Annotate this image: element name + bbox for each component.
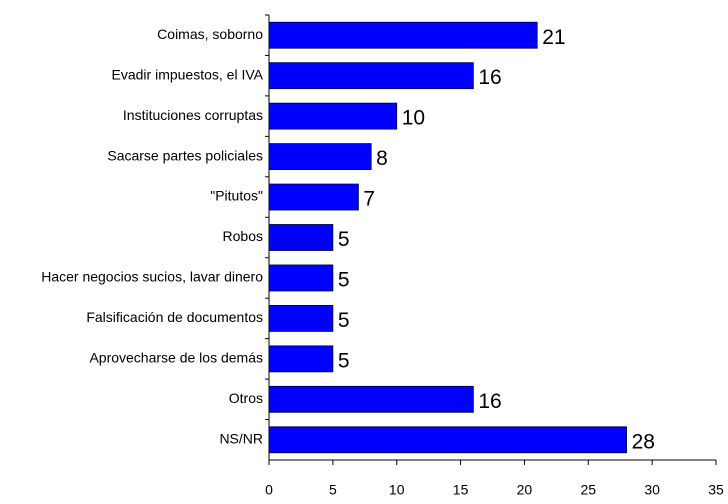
y-tick-label: Robos bbox=[223, 228, 263, 244]
value-label: 5 bbox=[338, 269, 350, 292]
value-label: 21 bbox=[542, 26, 565, 49]
bar bbox=[268, 426, 628, 454]
y-tick-label: Sacarse partes policiales bbox=[107, 147, 263, 163]
value-label: 16 bbox=[478, 66, 501, 89]
bar bbox=[268, 143, 372, 170]
bar bbox=[268, 62, 474, 90]
value-label: 28 bbox=[632, 430, 655, 453]
value-label: 5 bbox=[338, 349, 350, 372]
x-tick-label: 20 bbox=[517, 482, 533, 498]
y-tick-label: Evadir impuestos, el IVA bbox=[112, 66, 264, 82]
y-tick-label: Instituciones corruptas bbox=[123, 107, 263, 123]
y-tick-label: Falsificación de documentos bbox=[86, 309, 263, 325]
x-tick-label: 10 bbox=[389, 482, 405, 498]
x-tick-label: 0 bbox=[265, 482, 273, 498]
bar bbox=[268, 345, 334, 373]
x-tick-label: 30 bbox=[644, 482, 660, 498]
y-tick-label: Hacer negocios sucios, lavar dinero bbox=[41, 269, 263, 285]
bar bbox=[268, 21, 538, 49]
value-label: 7 bbox=[363, 188, 375, 211]
y-tick-label: NS/NR bbox=[219, 430, 263, 446]
bar bbox=[268, 385, 474, 413]
bar bbox=[268, 264, 334, 292]
y-tick-label: Coimas, soborno bbox=[157, 26, 263, 42]
x-tick-label: 5 bbox=[329, 482, 337, 498]
value-label: 5 bbox=[338, 309, 350, 332]
bar bbox=[268, 305, 334, 332]
bar bbox=[268, 183, 359, 211]
y-tick-label: Aprovecharse de los demás bbox=[89, 350, 263, 366]
bar bbox=[268, 224, 334, 251]
value-label: 8 bbox=[376, 147, 388, 170]
value-label: 10 bbox=[402, 107, 425, 130]
x-tick-label: 15 bbox=[453, 482, 469, 498]
bar bbox=[268, 102, 398, 130]
value-label: 16 bbox=[478, 390, 501, 413]
x-tick-label: 25 bbox=[580, 482, 596, 498]
value-label: 5 bbox=[338, 228, 350, 251]
x-tick-label: 35 bbox=[708, 482, 724, 498]
y-tick-label: "Pitutos" bbox=[210, 188, 263, 204]
y-tick-label: Otros bbox=[229, 390, 263, 406]
